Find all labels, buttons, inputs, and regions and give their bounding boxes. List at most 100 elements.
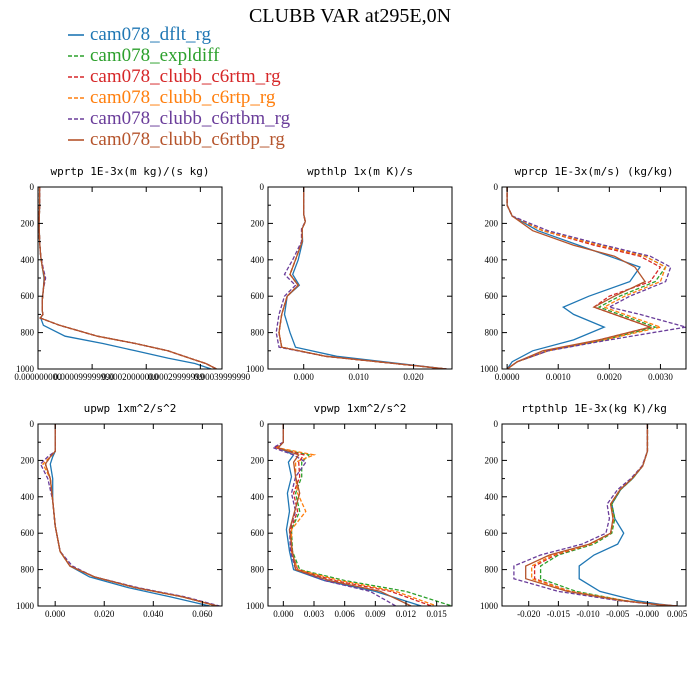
panel-wprcp: wprcp 1E-3x(m/s) (kg/kg) 0 200 400 600 800 100… xyxy=(480,165,687,382)
y-tick-label: 200 xyxy=(21,455,35,465)
y-tick-label: 1000 xyxy=(480,364,499,374)
series-line xyxy=(578,424,678,606)
panel-wpthlp: wpthlp 1x(m K)/s 0 200 400 600 800 1000 0.000 0.… xyxy=(246,165,453,382)
x-tick-label: 0.000 xyxy=(45,609,66,619)
panel-title: rtpthlp 1E-3x(kg K)/kg xyxy=(521,402,667,415)
x-tick-label: 0.020 xyxy=(94,609,115,619)
legend-entry: cam078_expldiff xyxy=(90,45,220,66)
y-tick-label: 400 xyxy=(251,492,265,502)
y-tick-label: 200 xyxy=(485,455,499,465)
y-tick-label: 0 xyxy=(260,419,265,429)
x-tick-label: -0.000 xyxy=(636,609,660,619)
panel-upwp: upwp 1xm^2/s^2 0 200 400 600 800 1000 0.000 0.02… xyxy=(16,402,223,619)
y-tick-label: 0 xyxy=(30,182,35,192)
x-tick-label: -0.015 xyxy=(547,609,571,619)
panel-vpwp: vpwp 1xm^2/s^2 0 200 400 600 800 1000 0.000 0.00… xyxy=(246,402,453,619)
series-line xyxy=(275,424,437,606)
x-tick-label: -0.005 xyxy=(606,609,630,619)
x-tick-label: 0.000099999990 xyxy=(54,372,115,382)
panel-title: wpthlp 1x(m K)/s xyxy=(307,165,413,178)
x-tick-label: 0.000000000 xyxy=(14,372,62,382)
x-tick-label: -0.010 xyxy=(576,609,600,619)
legend: cam078_dflt_rgcam078_expldiffcam078_club… xyxy=(68,24,291,150)
x-tick-label: 0.012 xyxy=(396,609,416,619)
y-tick-label: 0 xyxy=(494,182,499,192)
plot-frame xyxy=(37,423,223,607)
series-line xyxy=(513,424,678,606)
panels-grid: wprtp 1E-3x(m kg)/(s kg) 0 200 400 600 800 100… xyxy=(14,165,687,619)
panel-title: vpwp 1xm^2/s^2 xyxy=(314,402,407,415)
y-tick-label: 800 xyxy=(485,565,499,575)
panel-title: wprtp 1E-3x(m kg)/(s kg) xyxy=(51,165,210,178)
x-tick-label: 0.0030 xyxy=(648,372,673,382)
series-line xyxy=(531,424,678,606)
x-tick-label: 0.000 xyxy=(273,609,294,619)
series-line xyxy=(39,424,220,606)
y-tick-label: 400 xyxy=(21,492,35,502)
series-line xyxy=(42,424,218,606)
x-tick-label: 0.015 xyxy=(427,609,448,619)
y-tick-label: 1000 xyxy=(246,364,265,374)
legend-entry: cam078_clubb_c6rtbm_rg xyxy=(90,108,291,129)
series-line xyxy=(44,424,218,606)
y-tick-label: 600 xyxy=(485,528,499,538)
legend-entry: cam078_dflt_rg xyxy=(90,24,212,45)
legend-entry: cam078_clubb_c6rtbp_rg xyxy=(90,129,285,150)
x-tick-label: 0.000 xyxy=(294,372,315,382)
legend-entry: cam078_clubb_c6rtm_rg xyxy=(90,66,281,87)
y-tick-label: 1000 xyxy=(480,601,499,611)
series-line xyxy=(49,424,210,606)
series-line xyxy=(506,187,686,369)
x-tick-label: 0.00020000000 xyxy=(102,372,159,382)
x-tick-label: 0.060 xyxy=(192,609,213,619)
plot-frame xyxy=(37,186,223,370)
y-tick-label: 600 xyxy=(21,528,35,538)
y-tick-label: 0 xyxy=(260,182,265,192)
y-tick-label: 800 xyxy=(251,328,265,338)
x-tick-label: 0.0010 xyxy=(546,372,571,382)
x-tick-label: 0.006 xyxy=(335,609,356,619)
series-line xyxy=(38,187,217,369)
y-tick-label: 400 xyxy=(251,255,265,265)
y-tick-label: 1000 xyxy=(16,601,35,611)
y-tick-label: 200 xyxy=(485,218,499,228)
series-line xyxy=(273,424,452,606)
panel-wprtp: wprtp 1E-3x(m kg)/(s kg) 0 200 400 600 800 100… xyxy=(14,165,250,382)
y-tick-label: 400 xyxy=(485,492,499,502)
series-line xyxy=(533,424,678,606)
series-line xyxy=(44,424,218,606)
series-line xyxy=(271,424,397,606)
series-line xyxy=(44,424,218,606)
y-tick-label: 1000 xyxy=(16,364,35,374)
y-tick-label: 800 xyxy=(21,565,35,575)
y-tick-label: 0 xyxy=(30,419,35,429)
y-tick-label: 800 xyxy=(251,565,265,575)
y-tick-label: 200 xyxy=(251,455,265,465)
series-line xyxy=(278,187,447,369)
y-tick-label: 1000 xyxy=(246,601,265,611)
x-tick-label: 0.005 xyxy=(667,609,688,619)
legend-entry: cam078_clubb_c6rtp_rg xyxy=(90,87,276,108)
x-tick-label: -0.020 xyxy=(517,609,541,619)
series-line xyxy=(277,424,422,606)
series-line xyxy=(275,187,447,369)
series-line xyxy=(525,424,678,606)
series-line xyxy=(506,187,642,369)
x-tick-label: 0.010 xyxy=(349,372,370,382)
series-line xyxy=(277,424,412,606)
y-tick-label: 800 xyxy=(485,328,499,338)
x-tick-label: 0.0020 xyxy=(597,372,622,382)
y-tick-label: 600 xyxy=(485,291,499,301)
x-tick-label: 0.00039999990 xyxy=(194,372,251,382)
y-tick-label: 200 xyxy=(251,218,265,228)
panel-title: upwp 1xm^2/s^2 xyxy=(84,402,177,415)
x-tick-label: 0.009 xyxy=(365,609,386,619)
panel-rtpthlp: rtpthlp 1E-3x(kg K)/kg 0 200 400 600 800 1000 -… xyxy=(480,402,688,619)
series-line xyxy=(506,187,662,369)
series-line xyxy=(506,187,653,369)
x-tick-label: 0.003 xyxy=(304,609,325,619)
series-line xyxy=(506,187,667,369)
series-line xyxy=(283,187,447,369)
y-tick-label: 600 xyxy=(21,291,35,301)
y-tick-label: 600 xyxy=(251,291,265,301)
